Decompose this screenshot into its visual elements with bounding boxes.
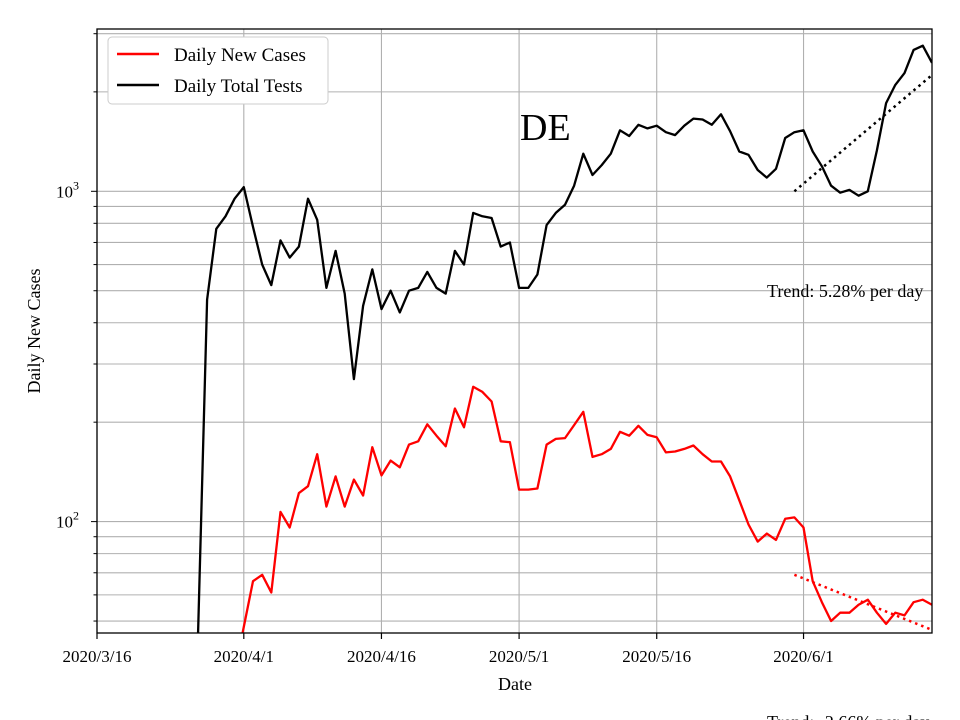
x-tick-label: 2020/5/16 xyxy=(622,647,691,666)
x-axis: 2020/3/16 2020/4/1 2020/4/16 2020/5/1 2020/5… xyxy=(63,633,834,666)
x-tick-label: 2020/4/16 xyxy=(347,647,416,666)
series-layer xyxy=(196,44,932,633)
y-axis-title: Daily New Cases xyxy=(24,269,44,394)
cases-trend-annotation: Trend: -2.66% per day xyxy=(767,712,929,720)
legend-box xyxy=(107,36,329,105)
trend-line-tests xyxy=(793,74,932,193)
tests-trend-annotation: Trend: 5.28% per day xyxy=(767,281,923,301)
plot-frame xyxy=(96,28,933,634)
x-tick-label: 2020/5/1 xyxy=(489,647,549,666)
y-tick-label: 102 xyxy=(56,509,79,532)
x-axis-title: Date xyxy=(498,674,532,694)
legend: Daily New Cases Daily Total Tests xyxy=(107,36,329,105)
series-line-daily-total-tests xyxy=(196,44,932,633)
country-annotation: DE xyxy=(520,107,571,149)
y-tick-label: 103 xyxy=(56,178,79,201)
y-axis: 102 103 xyxy=(56,33,97,622)
x-tick-label: 2020/6/1 xyxy=(773,647,833,666)
x-tick-label: 2020/3/16 xyxy=(63,647,132,666)
plot-area xyxy=(196,44,932,633)
x-tick-label: 2020/4/1 xyxy=(214,647,274,666)
legend-label-tests: Daily Total Tests xyxy=(174,76,303,97)
series-line-daily-new-cases xyxy=(241,385,932,633)
legend-label-cases: Daily New Cases xyxy=(174,45,306,66)
trend-line-cases xyxy=(793,573,932,632)
